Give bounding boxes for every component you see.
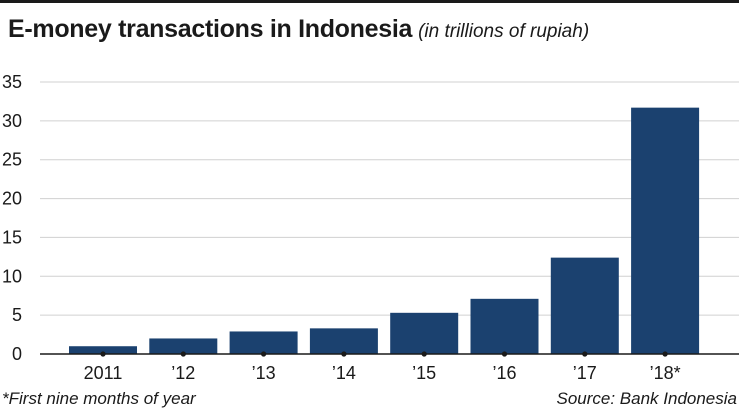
chart-subtitle: (in trillions of rupiah) (418, 21, 590, 42)
x-tick-mark (261, 351, 267, 357)
y-tick-label: 15 (2, 227, 22, 247)
x-tick-label: ’14 (332, 363, 356, 383)
y-tick-label: 0 (12, 344, 22, 364)
footnote: *First nine months of year (2, 389, 196, 408)
x-tick-mark (421, 351, 427, 357)
bar-6 (550, 257, 619, 354)
y-axis-ticks: 0 5 10 15 20 25 30 35 (2, 72, 22, 364)
chart-title-block: E-money transactions in Indonesia (in tri… (8, 15, 589, 44)
x-tick-label: ’13 (252, 363, 276, 383)
x-tick-mark (180, 351, 186, 357)
bar-5 (470, 298, 539, 354)
x-tick-mark (501, 351, 508, 357)
x-tick-label: ’17 (573, 363, 597, 383)
y-tick-label: 35 (2, 72, 22, 92)
bar-4 (390, 312, 459, 354)
x-tick-label: 2011 (84, 363, 123, 383)
x-axis-ticks: 2011 ’12 ’13 ’14 ’15 ’16 ’17 ’18* (84, 351, 681, 383)
bar-1 (149, 338, 218, 354)
x-tick-label: ’12 (171, 363, 195, 383)
x-tick-mark (341, 351, 347, 357)
chart-title: E-money transactions in Indonesia (8, 15, 413, 43)
source-credit: Source: Bank Indonesia (556, 389, 737, 408)
y-tick-label: 30 (2, 111, 22, 131)
gridlines (40, 81, 739, 316)
x-tick-mark (582, 351, 588, 357)
x-tick-mark (662, 351, 668, 357)
x-tick-label: ’18* (650, 363, 681, 383)
x-tick-mark (100, 351, 106, 357)
y-tick-label: 20 (2, 189, 22, 209)
bar-2 (229, 331, 298, 354)
x-tick-label: ’15 (412, 363, 436, 383)
top-rule (0, 0, 739, 3)
bar-7 (631, 107, 700, 354)
y-tick-label: 10 (2, 266, 22, 286)
y-tick-label: 25 (2, 150, 22, 170)
bars (69, 107, 700, 354)
y-tick-label: 5 (12, 305, 22, 325)
x-tick-label: ’16 (492, 363, 516, 383)
bar-0 (69, 346, 137, 354)
bar-3 (309, 328, 378, 354)
